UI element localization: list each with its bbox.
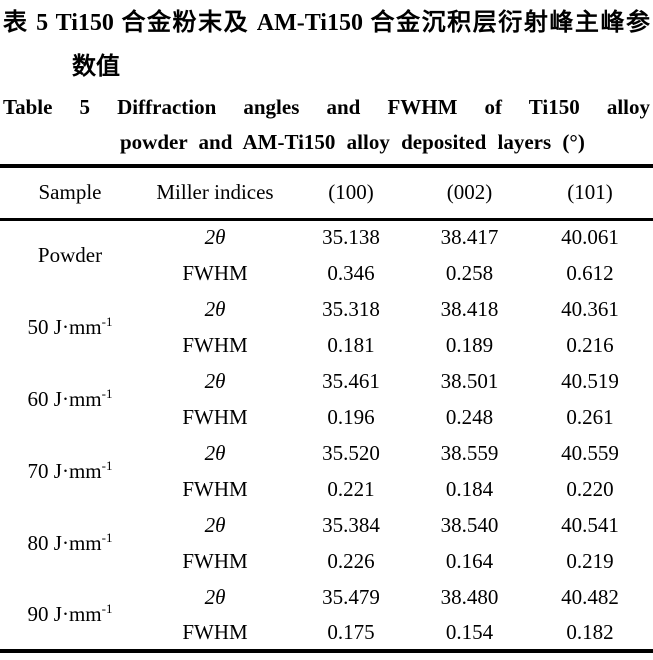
diffraction-table: Sample Miller indices (100) (002) (101) … [0,164,653,653]
value-cell: 35.520 [322,440,380,465]
value-cell: 35.318 [322,296,380,321]
caption-zh-line1: 表 5 Ti150 合金粉末及 AM-Ti150 合金沉积层衍射峰主峰参 [3,1,650,45]
value-cell: 0.175 [327,619,375,644]
table-row: 90 J·mm-1 2θ 35.479 38.480 40.482 [0,579,653,626]
table-row: 50 J·mm-1 2θ 35.318 38.418 40.361 [0,291,653,339]
value-cell: 40.559 [561,440,619,465]
value-cell: 0.346 [327,260,375,285]
param-label: 2θ [204,368,226,393]
param-label: 2θ [204,440,226,465]
param-label: FWHM [182,260,248,285]
value-cell: 38.418 [440,296,499,321]
value-cell: 38.559 [440,440,499,465]
caption-en-line1: Table 5 Diffraction angles and FWHM of T… [3,90,650,125]
header-miller-indices: Miller indices [140,166,290,221]
caption-zh-title: Ti150 合金粉末及 AM-Ti150 合金沉积层衍射峰主峰参 [55,10,651,36]
value-cell: 0.612 [566,260,614,285]
table-row: Powder 2θ 35.138 38.417 40.061 [0,219,653,267]
param-label: 2θ [204,225,226,250]
value-cell: 40.482 [561,584,619,609]
value-cell: 0.182 [566,619,614,644]
value-cell: 0.164 [445,548,494,573]
value-cell: 40.061 [561,225,619,250]
value-cell: 35.384 [322,512,380,537]
sample-label: 60 J·mm [27,386,102,411]
value-cell: 40.361 [561,296,619,321]
param-label: 2θ [204,512,226,537]
sample-label-sup: -1 [101,313,113,329]
table-row: FWHM 0.226 0.164 0.219 [0,543,653,579]
param-label: FWHM [182,476,248,501]
param-label: FWHM [182,332,248,357]
value-cell: 40.519 [561,368,619,393]
value-cell: 0.181 [327,332,375,357]
value-cell: 0.154 [445,619,494,644]
value-cell: 40.541 [561,512,619,537]
sample-label: Powder [37,243,103,268]
table-row: 70 J·mm-1 2θ 35.520 38.559 40.559 [0,435,653,483]
caption-zh-table-number: 表 5 [3,10,49,36]
param-label: 2θ [204,296,226,321]
table-header-row: Sample Miller indices (100) (002) (101) [0,166,653,221]
header-101: (101) [527,166,653,221]
param-label: FWHM [182,404,248,429]
value-cell: 0.258 [445,260,494,285]
param-label: 2θ [204,584,226,609]
caption-zh-line2: 数值 [72,54,120,80]
table-row: 60 J·mm-1 2θ 35.461 38.501 40.519 [0,363,653,411]
value-cell: 0.216 [566,332,614,357]
value-cell: 0.226 [327,548,375,573]
value-cell: 35.479 [322,584,380,609]
table-row: FWHM 0.221 0.184 0.220 [0,471,653,507]
sample-label-sup: -1 [101,600,113,616]
header-002: (002) [412,166,527,221]
sample-name-90: 90 J·mm-1 [0,579,140,651]
value-cell: 38.417 [440,225,499,250]
caption-en-line2: powder and AM-Ti150 alloy deposited laye… [120,130,585,154]
value-cell: 0.219 [566,548,614,573]
value-cell: 0.196 [327,404,375,429]
sample-name-50: 50 J·mm-1 [0,291,140,363]
table-row: FWHM 0.181 0.189 0.216 [0,327,653,363]
param-label: FWHM [182,548,248,573]
sample-label-sup: -1 [101,529,113,545]
sample-label-sup: -1 [101,385,113,401]
value-cell: 38.480 [440,584,499,609]
table-row: 80 J·mm-1 2θ 35.384 38.540 40.541 [0,507,653,555]
param-label: FWHM [182,619,248,644]
sample-name-80: 80 J·mm-1 [0,507,140,579]
value-cell: 0.189 [445,332,494,357]
sample-name-powder: Powder [0,219,140,291]
sample-name-60: 60 J·mm-1 [0,363,140,435]
caption-en-title: Diffraction angles and FWHM of Ti150 all… [117,95,651,119]
sample-name-70: 70 J·mm-1 [0,435,140,507]
value-cell: 0.184 [445,476,494,501]
sample-label: 80 J·mm [27,530,102,555]
table-row: FWHM 0.346 0.258 0.612 [0,255,653,291]
value-cell: 0.220 [566,476,614,501]
value-cell: 38.540 [440,512,499,537]
caption-chinese: 表 5 Ti150 合金粉末及 AM-Ti150 合金沉积层衍射峰主峰参 数值 [0,0,653,89]
value-cell: 35.461 [322,368,380,393]
sample-label-sup: -1 [101,457,113,473]
table-row: FWHM 0.175 0.154 0.182 [0,615,653,651]
sample-label: 50 J·mm [27,314,102,339]
value-cell: 38.501 [440,368,499,393]
caption-en-table-number: Table 5 [3,95,91,119]
value-cell: 0.221 [327,476,375,501]
value-cell: 35.138 [322,225,380,250]
sample-label: 70 J·mm [27,458,102,483]
caption-english: Table 5 Diffraction angles and FWHM of T… [0,89,653,164]
value-cell: 0.261 [566,404,614,429]
header-sample: Sample [0,166,140,221]
value-cell: 0.248 [445,404,494,429]
table-row: FWHM 0.196 0.248 0.261 [0,399,653,435]
sample-label: 90 J·mm [27,601,102,626]
header-100: (100) [290,166,412,221]
